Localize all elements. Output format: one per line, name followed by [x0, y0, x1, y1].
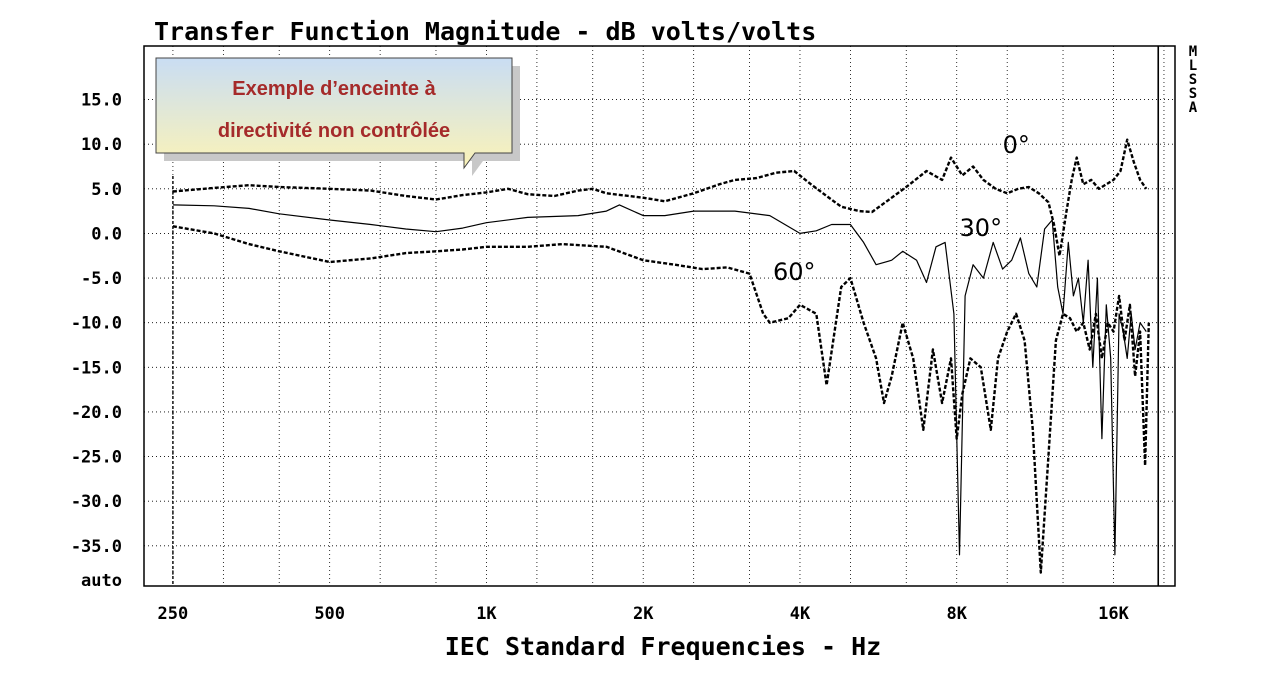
y-tick-labels: 15.0 10.0 5.0 0.0 -5.0 -10.0 -15.0 -20.0 -25.0 -3…	[71, 91, 122, 591]
x-tick-label: 2K	[633, 604, 654, 624]
side-label-letter: S	[1189, 72, 1197, 88]
series-line-30deg	[172, 204, 1147, 556]
y-tick-label: 0.0	[91, 224, 122, 244]
x-tick-label: 4K	[790, 604, 811, 624]
side-label-letter: L	[1189, 58, 1197, 74]
callout-box: Exemple d’enceinte à directivité non con…	[155, 57, 520, 176]
y-tick-label: 5.0	[91, 180, 122, 200]
series-group	[172, 138, 1150, 574]
callout-shape	[155, 57, 513, 170]
x-axis-label: IEC Standard Frequencies - Hz	[445, 632, 882, 661]
y-tick-label: -5.0	[81, 269, 122, 289]
x-tick-label: 500	[314, 604, 345, 624]
y-tick-label: -20.0	[71, 403, 122, 423]
plot-frame	[143, 45, 1176, 587]
side-label-letter: S	[1189, 86, 1197, 102]
y-tick-label: -35.0	[71, 537, 122, 557]
x-tick-label: 250	[158, 604, 189, 624]
series-line-0deg	[172, 138, 1148, 257]
y-tick-label-auto: auto	[81, 571, 122, 591]
series-line-60deg	[172, 225, 1150, 574]
curve-annotations: 0° 30° 60°	[773, 131, 1030, 286]
callout-line-2: directivité non contrôlée	[218, 120, 450, 142]
y-tick-label: 15.0	[81, 91, 122, 111]
y-tick-label: -30.0	[71, 492, 122, 512]
grid-lines	[144, 46, 1175, 586]
x-tick-label: 1K	[476, 604, 497, 624]
x-tick-label: 16K	[1098, 604, 1129, 624]
annotation-label: 0°	[1003, 131, 1030, 159]
annotation-label: 60°	[773, 258, 816, 286]
y-tick-label: 10.0	[81, 135, 122, 155]
x-tick-labels: 250 500 1K 2K 4K 8K 16K	[158, 604, 1130, 624]
callout-line-1: Exemple d’enceinte à	[232, 78, 436, 100]
x-tick-label: 8K	[946, 604, 967, 624]
side-label-letter: M	[1189, 44, 1197, 60]
y-tick-label: -15.0	[71, 358, 122, 378]
side-label-letter: A	[1189, 100, 1198, 116]
y-tick-label: -10.0	[71, 314, 122, 334]
chart-title: Transfer Function Magnitude - dB volts/v…	[154, 17, 816, 46]
annotation-label: 30°	[960, 214, 1003, 242]
y-tick-label: -25.0	[71, 448, 122, 468]
